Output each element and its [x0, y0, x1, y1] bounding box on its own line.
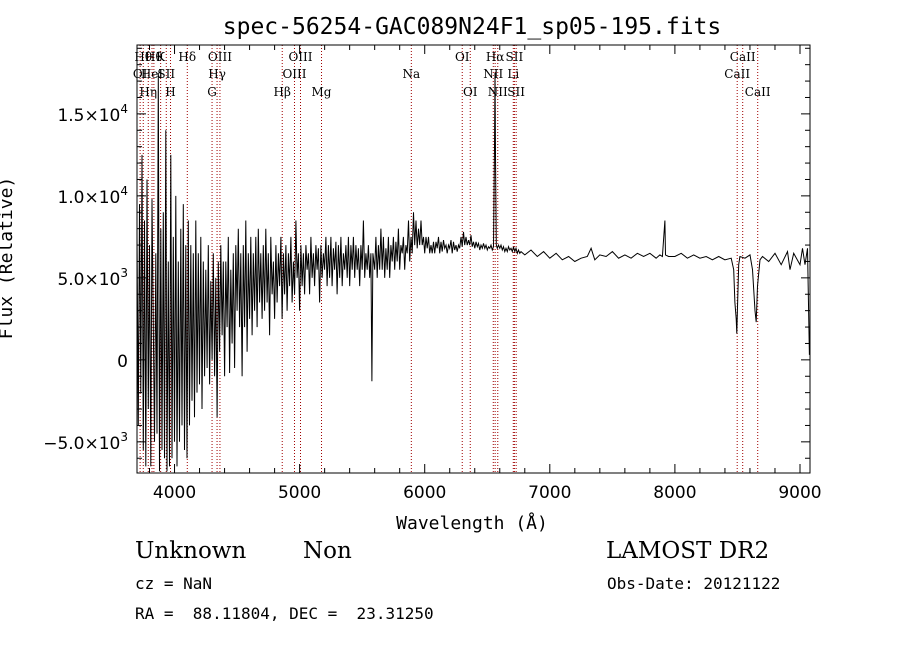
object-class: Unknown	[135, 538, 247, 564]
y-tick-label: 0	[117, 352, 128, 372]
line-marker-label: Na	[403, 67, 421, 81]
x-axis-label: Wavelength (Å)	[396, 512, 548, 534]
x-tick-label: 6000	[403, 483, 446, 503]
x-tick-labels: 4000 5000 6000 7000 8000 9000	[153, 483, 822, 503]
line-marker-label: SII	[507, 85, 525, 99]
line-marker-label: CaII	[745, 85, 771, 99]
line-marker-label: HeI	[141, 67, 164, 81]
x-tick-label: 7000	[528, 483, 571, 503]
line-marker-label: Hγ	[208, 67, 226, 81]
line-marker-label: Li	[507, 67, 519, 81]
y-tick-label: 5.0×103	[57, 266, 128, 290]
axis-ticks	[137, 45, 810, 473]
spectral-line-labels: OIHθHηHeIHθKSIIHHδGHγOIIIHβOIIIOIIIMgNaO…	[133, 50, 771, 99]
x-tick-label: 8000	[653, 483, 696, 503]
chart-title: spec-56254-GAC089N24F1_sp05-195.fits	[223, 14, 722, 40]
redshift-readout: cz = NaN	[135, 574, 213, 593]
y-tick-label: 1.0×104	[57, 184, 128, 208]
line-marker-label: SII	[157, 67, 175, 81]
line-marker-label: Hη	[139, 85, 157, 99]
line-marker-label: H	[165, 85, 175, 99]
line-marker-label: OIII	[282, 67, 306, 81]
line-marker-label: Mg	[312, 85, 332, 99]
y-tick-label: 1.5×104	[57, 102, 128, 126]
x-tick-label: 5000	[278, 483, 321, 503]
plot-frame	[136, 44, 811, 474]
y-tick-labels: −5.0×103 0 5.0×103 1.0×104 1.5×104	[43, 102, 128, 454]
line-marker-label: NII	[488, 85, 508, 99]
y-tick-label: −5.0×103	[43, 430, 128, 454]
line-marker-label: Hθ	[134, 50, 152, 64]
x-tick-label: 4000	[153, 483, 196, 503]
line-marker-label: NII	[483, 67, 503, 81]
spectrum-line	[136, 72, 810, 472]
line-marker-label: CaII	[730, 50, 756, 64]
line-marker-label: OIII	[288, 50, 312, 64]
line-marker-label: Hδ	[178, 50, 196, 64]
line-marker-label: G	[207, 85, 217, 99]
line-marker-label: SII	[506, 50, 524, 64]
line-marker-label: OI	[463, 85, 478, 99]
y-axis-label: Flux (Relative)	[0, 177, 17, 340]
observation-date: Obs-Date: 20121122	[607, 574, 781, 593]
line-marker-label: K	[156, 50, 166, 64]
object-subclass: Non	[303, 538, 352, 564]
survey-name: LAMOST DR2	[606, 538, 770, 564]
line-marker-label: OIII	[208, 50, 232, 64]
x-tick-label: 9000	[778, 483, 821, 503]
line-marker-label: Hθ	[145, 50, 163, 64]
line-marker-label: Hβ	[274, 85, 291, 99]
line-marker-label: CaII	[724, 67, 750, 81]
line-marker-label: OI	[455, 50, 470, 64]
coordinates-readout: RA = 88.11804, DEC = 23.31250	[135, 604, 434, 623]
line-marker-label: Hα	[486, 50, 505, 64]
